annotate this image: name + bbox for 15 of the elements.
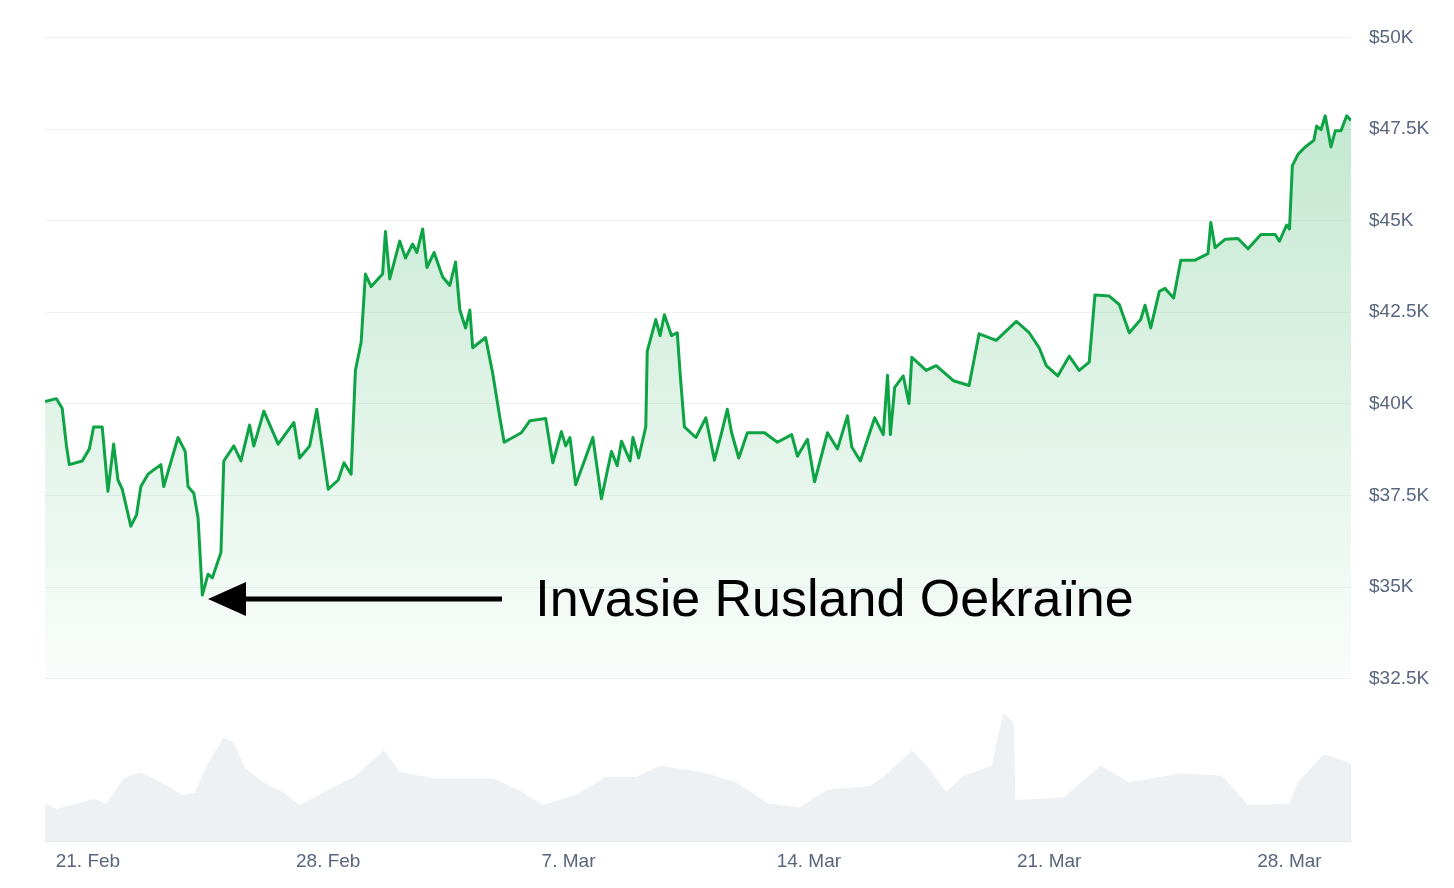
x-tick-label: 14. Mar <box>776 849 842 871</box>
x-tick-label: 7. Mar <box>541 849 597 871</box>
y-tick-label: $50K <box>1369 25 1414 47</box>
y-tick-label: $45K <box>1369 208 1414 230</box>
y-tick-label: $37.5K <box>1369 483 1430 505</box>
y-tick-label: $47.5K <box>1369 117 1430 139</box>
x-tick-label: 28. Mar <box>1257 849 1323 871</box>
y-tick-label: $42.5K <box>1369 300 1430 322</box>
annotation: Invasie Rusland Oekraïne <box>535 568 1134 630</box>
y-tick-label: $40K <box>1369 392 1414 414</box>
y-tick-label: $35K <box>1369 575 1414 597</box>
x-tick-label: 21. Mar <box>1016 849 1083 871</box>
x-tick-label: 21. Feb <box>55 849 121 871</box>
y-tick-label: $32.5K <box>1369 666 1430 688</box>
x-tick-label: 28. Feb <box>296 849 361 871</box>
